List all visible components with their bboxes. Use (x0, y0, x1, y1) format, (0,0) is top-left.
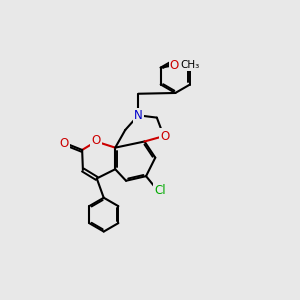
Text: O: O (160, 130, 169, 142)
Text: O: O (170, 59, 179, 72)
Text: O: O (60, 137, 69, 150)
Text: Cl: Cl (154, 184, 166, 197)
Text: N: N (134, 109, 143, 122)
Text: O: O (92, 134, 100, 147)
Text: CH₃: CH₃ (180, 60, 200, 70)
